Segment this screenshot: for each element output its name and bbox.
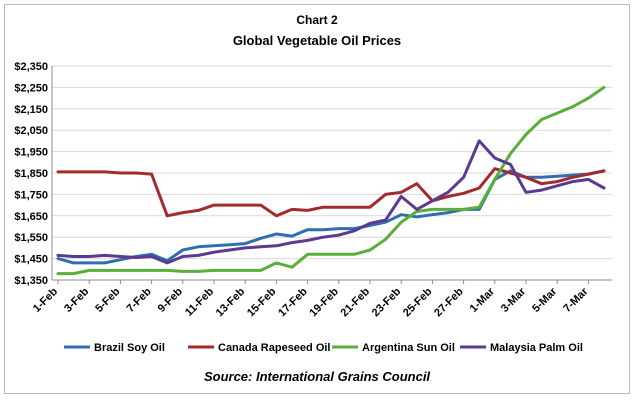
x-tick-label: 21-Feb — [339, 285, 373, 319]
y-tick-label: $2,350 — [14, 61, 48, 73]
x-tick-label: 23-Feb — [370, 285, 404, 319]
source-note: Source: International Grains Council — [203, 369, 431, 384]
x-tick-label: 3-Feb — [62, 285, 91, 314]
x-tick-label: 5-Mar — [530, 285, 560, 315]
y-tick-label: $1,850 — [14, 168, 48, 180]
chart-title: Global Vegetable Oil Prices — [232, 33, 402, 48]
y-tick-label: $1,450 — [14, 254, 48, 266]
x-tick-label: 17-Feb — [276, 285, 310, 319]
y-tick-label: $2,250 — [14, 82, 48, 94]
y-tick-label: $1,350 — [14, 275, 48, 287]
x-tick-label: 25-Feb — [401, 285, 435, 319]
y-tick-label: $2,050 — [14, 125, 48, 137]
y-tick-label: $1,750 — [14, 189, 48, 201]
y-tick-label: $1,550 — [14, 232, 48, 244]
legend-label-canada: Canada Rapeseed Oil — [218, 342, 331, 354]
x-tick-label: 27-Feb — [432, 285, 466, 319]
y-tick-label: $1,950 — [14, 147, 48, 159]
x-tick-label: 7-Mar — [561, 285, 591, 315]
legend-label-malaysia: Malaysia Palm Oil — [490, 342, 583, 354]
x-tick-label: 11-Feb — [183, 285, 216, 318]
chart-number: Chart 2 — [296, 13, 338, 27]
legend-label-argentina: Argentina Sun Oil — [362, 342, 455, 354]
x-tick-label: 19-Feb — [307, 285, 341, 319]
series-line-malaysia — [56, 139, 606, 265]
x-tick-label: 1-Mar — [468, 285, 498, 315]
x-tick-label: 15-Feb — [245, 285, 279, 319]
x-tick-label: 1-Feb — [31, 285, 60, 314]
chart-frame: Chart 2 Global Vegetable Oil Prices Sour… — [4, 4, 630, 394]
y-tick-label: $2,150 — [14, 104, 48, 116]
legend-label-brazil: Brazil Soy Oil — [94, 342, 165, 354]
series-line-argentina — [56, 85, 606, 276]
x-tick-label: 7-Feb — [124, 285, 153, 314]
x-tick-label: 5-Feb — [93, 285, 122, 314]
x-tick-label: 3-Mar — [499, 285, 529, 315]
x-tick-label: 13-Feb — [214, 285, 248, 319]
y-tick-label: $1,650 — [14, 211, 48, 223]
x-tick-label: 9-Feb — [156, 285, 185, 314]
series-line-canada — [56, 167, 606, 218]
